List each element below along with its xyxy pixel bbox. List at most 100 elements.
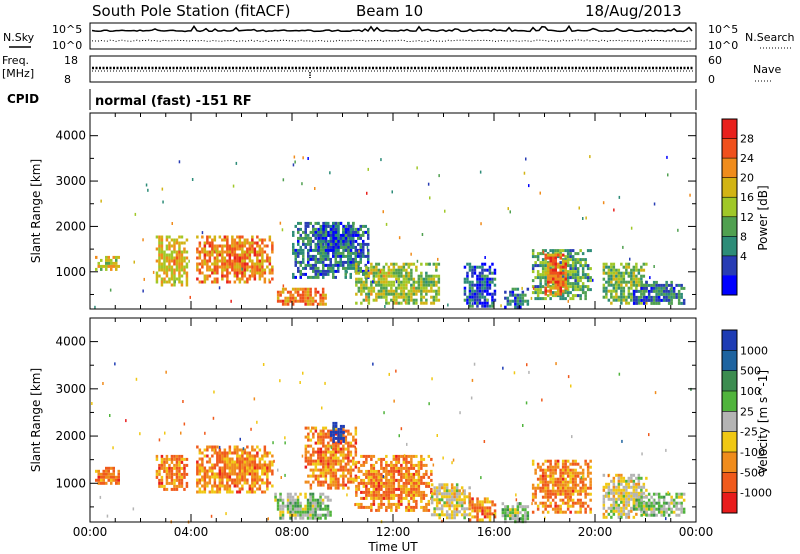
velocity-cell — [440, 486, 444, 490]
velocity-cell — [362, 478, 366, 482]
power-cell — [258, 259, 262, 263]
power-cell — [180, 259, 184, 263]
power-cell — [271, 244, 274, 248]
power-cell — [526, 302, 530, 306]
power-cell — [625, 265, 628, 269]
velocity-cell — [274, 498, 277, 502]
velocity-cell — [367, 487, 371, 491]
velocity-cell — [375, 460, 378, 464]
velocity-cell — [349, 471, 353, 475]
velocity-cell — [622, 503, 626, 507]
power-cell — [334, 230, 338, 234]
power-cell — [514, 299, 517, 303]
power-cell — [307, 233, 310, 237]
velocity-cell — [180, 457, 184, 461]
velocity-cell — [110, 478, 113, 482]
velocity-cell — [158, 463, 161, 467]
power-cell — [155, 247, 159, 251]
power-cell — [610, 271, 613, 275]
velocity-cell — [314, 465, 318, 469]
power-cell — [514, 287, 517, 291]
velocity-cell — [339, 453, 343, 457]
power-cell — [635, 274, 638, 278]
velocity-cell — [332, 453, 335, 457]
velocity-cell — [493, 512, 497, 516]
power-cell — [211, 244, 214, 248]
velocity-cell — [425, 481, 428, 485]
velocity-cell — [319, 498, 322, 502]
power-cell — [347, 224, 350, 228]
velocity-cell — [405, 454, 408, 458]
velocity-cell — [524, 505, 527, 509]
velocity-cell — [168, 472, 171, 476]
velocity-cell — [334, 436, 338, 440]
velocity-cell — [304, 507, 307, 511]
power-cell — [183, 250, 186, 254]
velocity-cell — [483, 500, 487, 504]
power-cell — [317, 221, 320, 225]
velocity-cell — [223, 451, 227, 455]
velocity-cell — [241, 475, 244, 479]
velocity-cell — [672, 501, 676, 505]
power-cell — [576, 282, 580, 286]
velocity-speck — [432, 463, 435, 467]
power-speck — [249, 269, 251, 273]
velocity-cell — [607, 506, 611, 510]
velocity-cell — [246, 463, 249, 467]
velocity-cell — [158, 484, 161, 488]
power-cell — [425, 301, 428, 305]
velocity-cell — [112, 472, 115, 476]
power-cell — [329, 260, 332, 264]
velocity-cell — [170, 469, 174, 473]
power-cell — [574, 294, 577, 298]
velocity-cell — [312, 462, 315, 466]
power-cell — [481, 268, 484, 272]
velocity-cell — [221, 469, 224, 473]
power-cell — [367, 266, 370, 270]
power-cell — [476, 274, 479, 278]
velocity-cell — [400, 463, 403, 467]
velocity-cell — [258, 448, 262, 452]
velocity-cell — [208, 469, 212, 473]
power-cell — [322, 263, 325, 267]
power-cell — [344, 227, 348, 231]
velocity-cell — [612, 500, 616, 504]
power-cell — [168, 247, 171, 251]
power-cell — [299, 248, 302, 252]
velocity-cell — [322, 465, 325, 469]
power-cell — [602, 295, 606, 299]
power-cell — [319, 242, 323, 246]
velocity-cell — [382, 469, 386, 473]
power-cell — [327, 272, 330, 276]
power-cell — [478, 292, 482, 296]
power-cell — [564, 268, 567, 272]
velocity-cell — [541, 495, 545, 499]
power-cell — [185, 280, 189, 284]
power-cell — [110, 267, 113, 271]
velocity-cell — [355, 484, 358, 488]
velocity-cell — [117, 472, 120, 476]
velocity-cell — [246, 478, 249, 482]
velocity-cell — [478, 518, 482, 522]
power-cell — [248, 259, 252, 263]
velocity-cell — [420, 496, 423, 500]
power-cell — [435, 262, 438, 266]
velocity-cell — [155, 457, 159, 461]
velocity-cell — [312, 453, 315, 457]
velocity-speck — [395, 369, 397, 373]
power-cell — [173, 283, 176, 287]
velocity-cell — [647, 504, 651, 508]
velocity-cell — [268, 463, 272, 467]
velocity-cell — [632, 492, 636, 496]
power-cell — [562, 280, 565, 284]
velocity-cell — [362, 463, 366, 467]
velocity-cell — [476, 518, 479, 522]
power-cell — [203, 259, 207, 263]
power-cell — [392, 262, 396, 266]
velocity-cell — [549, 471, 552, 475]
velocity-cell — [324, 444, 328, 448]
power-cell — [627, 274, 631, 278]
power-cell — [506, 302, 510, 306]
velocity-cell — [352, 480, 355, 484]
power-cell — [364, 230, 367, 234]
